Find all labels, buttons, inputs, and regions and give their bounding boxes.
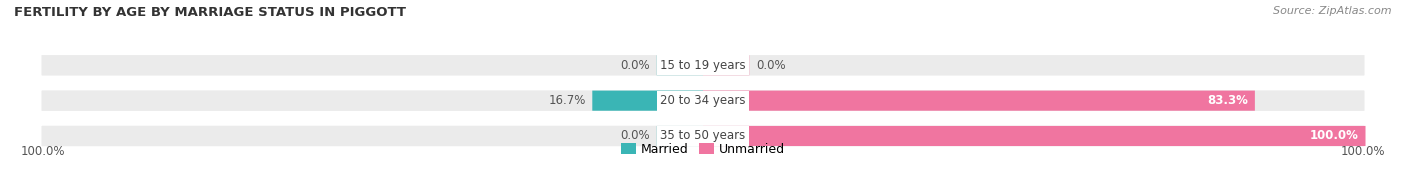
FancyBboxPatch shape bbox=[657, 126, 703, 146]
Text: 100.0%: 100.0% bbox=[21, 145, 65, 158]
Text: 0.0%: 0.0% bbox=[620, 130, 650, 142]
FancyBboxPatch shape bbox=[657, 55, 703, 75]
FancyBboxPatch shape bbox=[41, 89, 1365, 112]
Text: Source: ZipAtlas.com: Source: ZipAtlas.com bbox=[1274, 6, 1392, 16]
FancyBboxPatch shape bbox=[41, 54, 1365, 77]
Text: 16.7%: 16.7% bbox=[548, 94, 586, 107]
FancyBboxPatch shape bbox=[41, 125, 1365, 147]
Text: 100.0%: 100.0% bbox=[1341, 145, 1385, 158]
Text: 0.0%: 0.0% bbox=[620, 59, 650, 72]
Text: FERTILITY BY AGE BY MARRIAGE STATUS IN PIGGOTT: FERTILITY BY AGE BY MARRIAGE STATUS IN P… bbox=[14, 6, 406, 19]
Text: 0.0%: 0.0% bbox=[756, 59, 786, 72]
FancyBboxPatch shape bbox=[703, 126, 1365, 146]
Text: 83.3%: 83.3% bbox=[1208, 94, 1249, 107]
FancyBboxPatch shape bbox=[592, 91, 703, 111]
Text: 100.0%: 100.0% bbox=[1310, 130, 1358, 142]
FancyBboxPatch shape bbox=[703, 91, 1256, 111]
Legend: Married, Unmarried: Married, Unmarried bbox=[616, 138, 790, 161]
Text: 20 to 34 years: 20 to 34 years bbox=[661, 94, 745, 107]
Text: 15 to 19 years: 15 to 19 years bbox=[661, 59, 745, 72]
Text: 35 to 50 years: 35 to 50 years bbox=[661, 130, 745, 142]
FancyBboxPatch shape bbox=[703, 55, 749, 75]
